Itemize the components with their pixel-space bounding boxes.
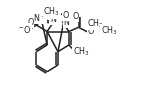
Text: CH$_3$: CH$_3$ xyxy=(73,45,90,58)
Text: O: O xyxy=(72,12,79,21)
Text: N: N xyxy=(63,18,69,27)
Text: CH$_3$: CH$_3$ xyxy=(43,6,60,18)
Text: CH$_3$: CH$_3$ xyxy=(101,25,118,37)
Text: $^{-}$O: $^{-}$O xyxy=(18,24,31,35)
Text: O: O xyxy=(62,11,69,20)
Text: O: O xyxy=(87,27,94,36)
Text: O: O xyxy=(27,18,34,27)
Text: N: N xyxy=(50,15,56,24)
Text: CH$_2$: CH$_2$ xyxy=(87,17,103,30)
Text: N$^+$: N$^+$ xyxy=(33,12,46,23)
